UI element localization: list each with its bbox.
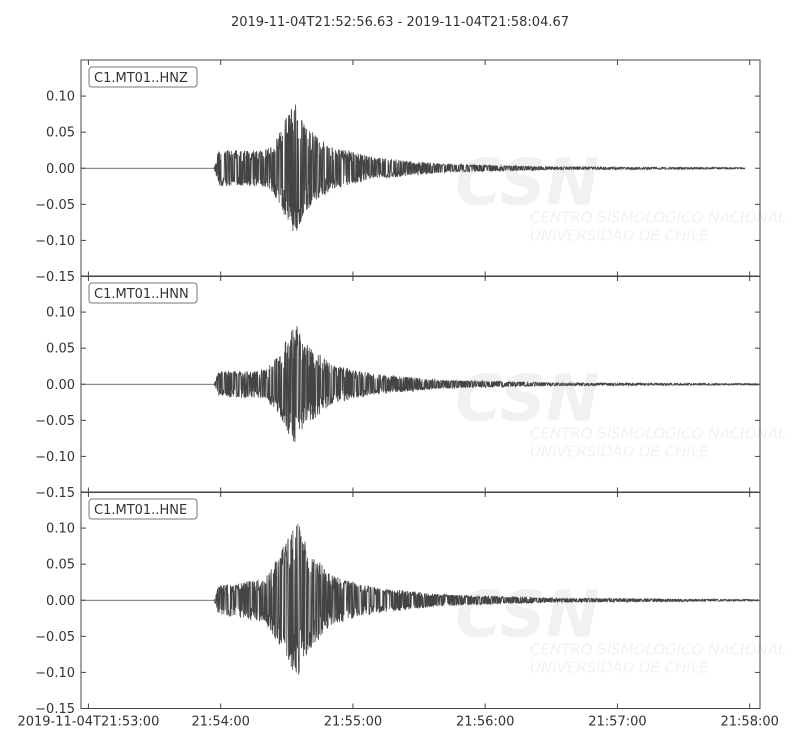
trace-label-box xyxy=(88,66,198,88)
svg-text:UNIVERSIDAD DE CHILE: UNIVERSIDAD DE CHILE xyxy=(530,442,709,460)
y-tick-label: −0.05 xyxy=(35,414,75,429)
y-tick-label: −0.10 xyxy=(35,666,75,681)
waveform-trace-c1-mt01--hnz xyxy=(81,104,746,232)
trace-label: C1.MT01..HNN xyxy=(94,287,189,302)
y-tick-label: 0.10 xyxy=(46,522,75,537)
trace-label: C1.MT01..HNE xyxy=(94,503,187,518)
svg-text:CSN: CSN xyxy=(455,578,599,652)
y-tick-label: −0.10 xyxy=(35,450,75,465)
trace-label-box xyxy=(88,282,198,304)
x-tick-label: 21:54:00 xyxy=(191,715,249,730)
trace-label: C1.MT01..HNZ xyxy=(94,71,188,86)
y-tick-label: 0.05 xyxy=(46,342,75,357)
svg-text:UNIVERSIDAD DE CHILE: UNIVERSIDAD DE CHILE xyxy=(530,658,709,676)
y-tick-label: −0.10 xyxy=(35,234,75,249)
svg-text:CENTRO SISMOLÓGICO NACIONAL: CENTRO SISMOLÓGICO NACIONAL xyxy=(530,639,786,658)
svg-text:CENTRO SISMOLÓGICO NACIONAL: CENTRO SISMOLÓGICO NACIONAL xyxy=(530,207,786,226)
y-tick-label: −0.05 xyxy=(35,630,75,645)
svg-text:CENTRO SISMOLÓGICO NACIONAL: CENTRO SISMOLÓGICO NACIONAL xyxy=(530,423,786,442)
waveform-trace-c1-mt01--hne xyxy=(81,523,759,675)
svg-text:CSN: CSN xyxy=(455,146,599,220)
y-tick-label: 0.00 xyxy=(46,162,75,177)
svg-text:UNIVERSIDAD DE CHILE: UNIVERSIDAD DE CHILE xyxy=(530,226,709,244)
y-tick-label: 0.05 xyxy=(46,126,75,141)
waveform-trace-c1-mt01--hnn xyxy=(81,326,759,443)
y-tick-label: −0.15 xyxy=(35,702,75,717)
y-tick-label: −0.15 xyxy=(35,486,75,501)
trace-label-box xyxy=(88,498,198,520)
svg-text:CSN: CSN xyxy=(455,362,599,436)
x-tick-label: 21:58:00 xyxy=(721,715,779,730)
y-tick-label: 0.00 xyxy=(46,378,75,393)
y-tick-label: 0.05 xyxy=(46,558,75,573)
x-tick-label: 2019-11-04T21:53:00 xyxy=(17,715,159,730)
y-tick-label: 0.10 xyxy=(46,90,75,105)
x-tick-label: 21:56:00 xyxy=(456,715,514,730)
x-tick-label: 21:57:00 xyxy=(588,715,646,730)
y-tick-label: 0.10 xyxy=(46,306,75,321)
y-tick-label: −0.15 xyxy=(35,270,75,285)
y-tick-label: −0.05 xyxy=(35,198,75,213)
x-tick-label: 21:55:00 xyxy=(324,715,382,730)
chart-title: 2019-11-04T21:52:56.63 - 2019-11-04T21:5… xyxy=(231,15,569,30)
y-tick-label: 0.00 xyxy=(46,594,75,609)
